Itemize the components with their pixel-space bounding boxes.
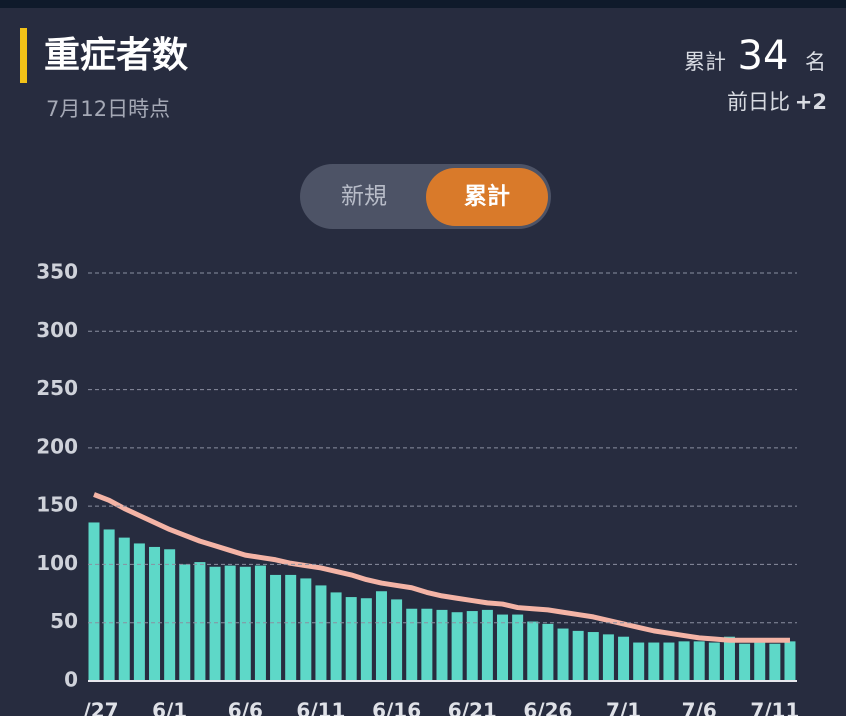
total: 34 <box>738 33 789 79</box>
bar <box>118 537 130 681</box>
bar <box>149 546 161 681</box>
bar <box>678 641 690 681</box>
line <box>93 492 790 643</box>
bar <box>164 549 176 681</box>
y-tick-label: 100 <box>36 551 78 575</box>
bar <box>375 591 387 681</box>
bar <box>557 628 569 681</box>
bar <box>693 641 705 681</box>
diff-label: 前日比 <box>727 90 790 114</box>
bar <box>784 641 796 681</box>
bar <box>194 562 206 681</box>
bar <box>88 522 100 681</box>
bar <box>421 608 433 681</box>
x-tick-label: 7/11 <box>750 699 799 716</box>
subtitle: 7月12日時点 <box>46 97 170 121</box>
bar <box>481 609 493 681</box>
bar <box>739 643 751 681</box>
bar <box>285 574 297 681</box>
bar <box>587 632 599 681</box>
x-tick-label: 6/26 <box>523 699 572 716</box>
toggle-option[interactable]: 新規 <box>341 184 387 210</box>
bar <box>497 614 509 681</box>
top-bar <box>0 0 846 8</box>
x-tick-label: 6/6 <box>228 699 263 716</box>
bar <box>769 643 781 681</box>
bar <box>406 608 418 681</box>
bar <box>179 564 191 681</box>
bar <box>436 609 448 681</box>
bar <box>239 566 251 681</box>
toggle-option[interactable]: 累計 <box>464 183 510 210</box>
bar <box>360 598 372 681</box>
y-tick-label: 150 <box>36 493 78 517</box>
bar <box>754 642 766 681</box>
bar <box>466 611 478 681</box>
bar <box>602 634 614 681</box>
bar <box>708 642 720 681</box>
accent-bar <box>20 28 27 83</box>
bar <box>270 574 282 681</box>
y-tick-label: 250 <box>36 376 78 400</box>
x-tick-label: 7/1 <box>606 699 641 716</box>
bar <box>330 592 342 681</box>
y-tick-label: 50 <box>50 609 78 633</box>
bar <box>209 566 221 681</box>
x-tick-label: 5/27 <box>69 699 118 716</box>
y-tick-label: 0 <box>64 668 78 692</box>
bar <box>542 623 554 681</box>
x-tick-label: 6/16 <box>372 699 421 716</box>
bar <box>391 599 403 681</box>
bar <box>527 621 539 681</box>
bar <box>103 529 115 681</box>
y-tick-label: 300 <box>36 318 78 342</box>
bar <box>512 614 524 681</box>
bar <box>648 642 660 681</box>
bar <box>723 636 735 681</box>
x-tick-label: 7/6 <box>682 699 717 716</box>
bar <box>618 636 630 681</box>
bar <box>133 543 145 681</box>
bar <box>633 642 645 681</box>
bar <box>315 585 327 681</box>
bar <box>451 612 463 681</box>
total-unit: 名 <box>805 50 826 74</box>
bar <box>254 565 266 681</box>
bar <box>345 597 357 681</box>
bar <box>572 630 584 681</box>
x-tick-label: 6/21 <box>448 699 497 716</box>
toggle-active[interactable] <box>426 168 548 226</box>
bar <box>300 578 312 681</box>
x-tick-label: 6/1 <box>152 699 187 716</box>
bar <box>663 642 675 681</box>
title: 重症者数 <box>44 35 188 76</box>
y-tick-label: 350 <box>36 260 78 284</box>
y-tick-label: 200 <box>36 434 78 458</box>
x-tick-label: 6/11 <box>296 699 345 716</box>
diff: +2 <box>795 90 827 114</box>
total-label: 累計 <box>684 50 726 74</box>
bar <box>224 565 236 681</box>
